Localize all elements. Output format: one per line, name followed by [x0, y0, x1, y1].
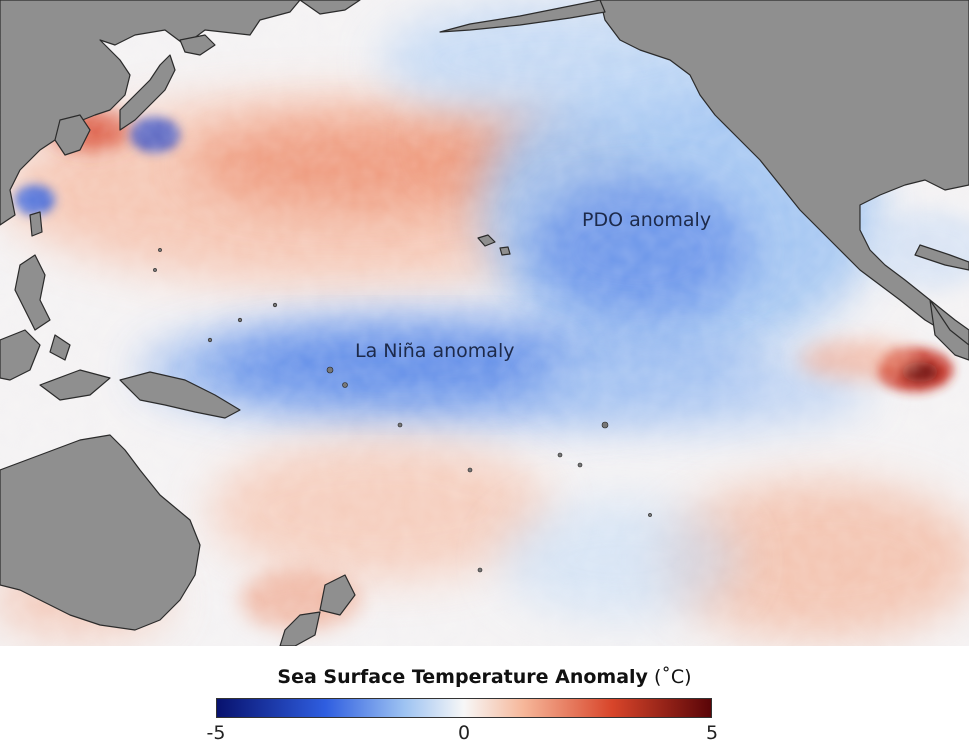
sst-anomaly-map: PDO anomaly La Niña anomaly — [0, 0, 969, 646]
colorbar — [216, 698, 712, 718]
australia-landmass — [0, 434, 201, 631]
new-zealand — [319, 574, 356, 616]
pdo-anomaly-label: PDO anomaly — [582, 209, 712, 231]
tick-max: 5 — [705, 722, 719, 744]
tick-min: -5 — [206, 722, 226, 744]
legend-unit: (˚C) — [653, 666, 692, 688]
asia-landmass — [0, 0, 301, 226]
land-masses — [0, 0, 969, 646]
tick-zero: 0 — [457, 722, 471, 744]
map-canvas — [0, 0, 969, 646]
new-guinea — [119, 371, 241, 419]
maritime-continent — [0, 329, 41, 381]
legend-title-text: Sea Surface Temperature Anomaly — [277, 666, 648, 688]
japan-islands — [119, 54, 176, 131]
color-legend: Sea Surface Temperature Anomaly (˚C) -5 … — [0, 646, 969, 756]
la-nina-anomaly-label: La Niña anomaly — [355, 340, 515, 362]
legend-title: Sea Surface Temperature Anomaly (˚C) — [0, 666, 969, 688]
pacific-islands — [153, 248, 652, 573]
